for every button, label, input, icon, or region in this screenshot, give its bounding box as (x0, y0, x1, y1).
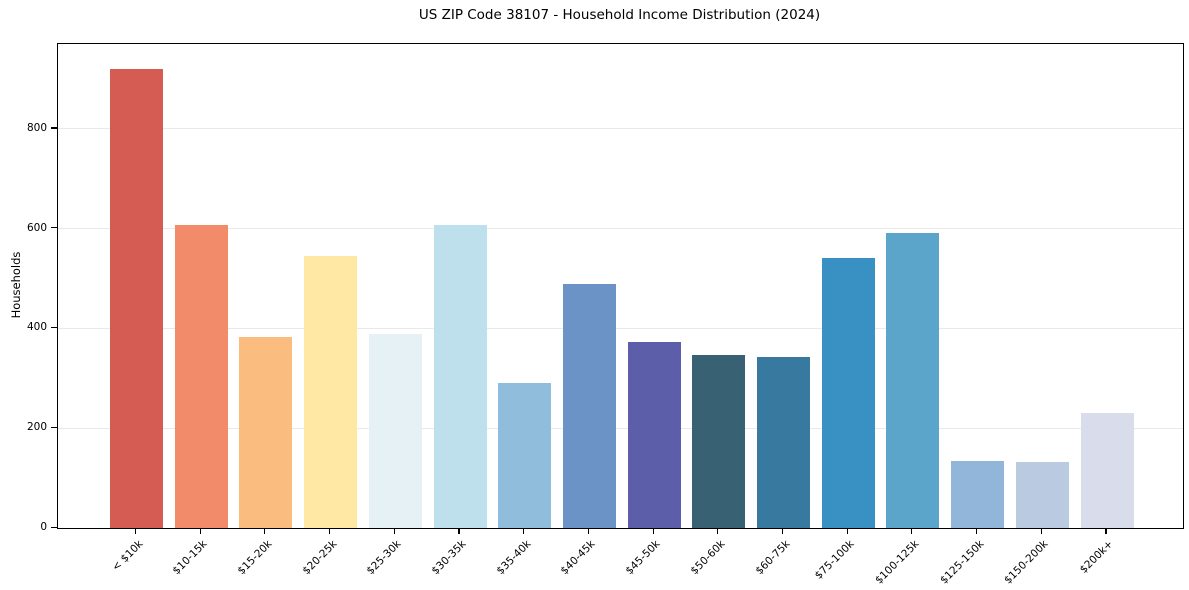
x-tick-mark (393, 528, 395, 534)
bar-$150-200k (1015, 462, 1069, 528)
bar-$125-150k (951, 460, 1005, 528)
x-tick-mark (458, 528, 460, 534)
bar-$35-40k (498, 383, 552, 528)
bar-$30-35k (433, 225, 487, 528)
bar-$15-20k (239, 337, 293, 528)
x-tick-mark (846, 528, 848, 534)
gridline (58, 327, 1183, 329)
y-tick-label: 600 (26, 221, 47, 234)
y-tick-mark (51, 127, 57, 129)
bar-$50-60k (692, 355, 746, 528)
x-tick-mark (199, 528, 201, 534)
x-tick-mark (781, 528, 784, 534)
y-tick-label: 0 (40, 521, 47, 533)
y-tick-label: 200 (26, 421, 47, 434)
x-tick-mark (911, 528, 913, 534)
x-tick-mark (976, 528, 978, 534)
y-tick-mark (51, 526, 57, 528)
x-tick-label: < $10k (109, 538, 145, 574)
y-axis-label: Households (9, 251, 23, 319)
y-tick-mark (51, 227, 57, 229)
x-tick-mark (1040, 528, 1042, 534)
x-tick-mark (717, 528, 719, 534)
bar-$75-100k (821, 258, 875, 528)
bar-< $10k (110, 68, 163, 528)
y-tick-label: 400 (26, 321, 47, 334)
x-tick-mark (264, 528, 266, 534)
y-tick-mark (51, 426, 57, 428)
x-tick-mark (587, 528, 589, 534)
gridline (58, 427, 1183, 429)
bar-$200k+ (1080, 413, 1134, 528)
x-tick-mark (652, 528, 654, 534)
bar-$60-75k (757, 356, 810, 528)
bar-$45-50k (627, 341, 681, 528)
bar-$40-45k (562, 284, 616, 528)
x-tick-mark (134, 528, 137, 534)
x-tick-mark (523, 528, 525, 534)
bar-$10-15k (174, 225, 228, 528)
y-tick-mark (51, 326, 57, 329)
plot-area (57, 43, 1184, 529)
x-tick-mark (1105, 528, 1107, 534)
chart-title: US ZIP Code 38107 - Household Income Dis… (418, 7, 821, 23)
bar-$25-30k (368, 334, 422, 528)
bar-$100-125k (886, 232, 940, 528)
y-tick-label: 800 (26, 121, 47, 134)
gridline (58, 128, 1183, 130)
gridline (58, 228, 1183, 230)
bar-$20-25k (304, 256, 358, 528)
x-tick-mark (329, 528, 331, 534)
